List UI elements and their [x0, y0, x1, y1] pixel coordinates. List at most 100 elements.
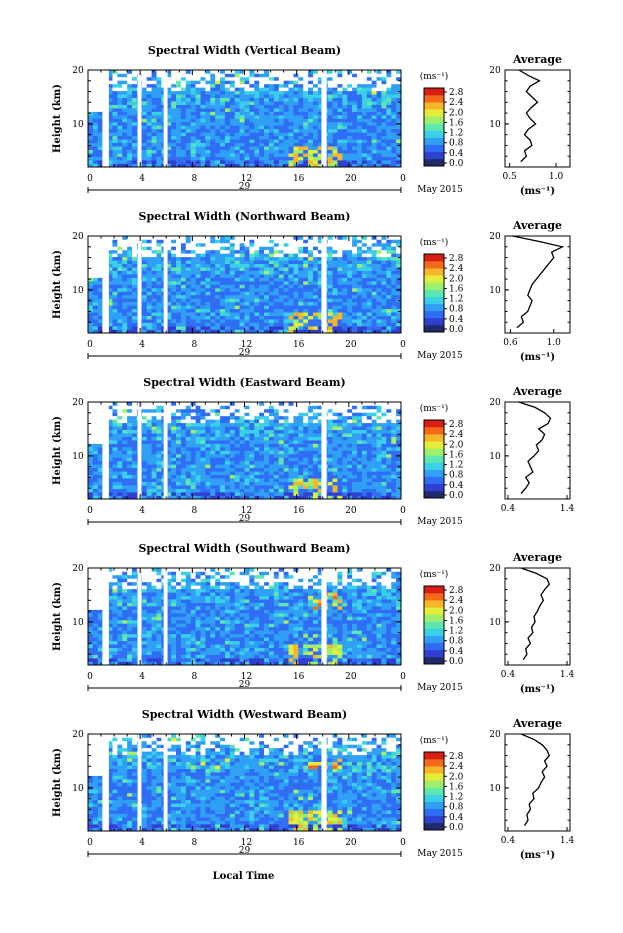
heatmap-cell — [98, 457, 103, 461]
heatmap-cell — [391, 440, 396, 444]
heatmap-cell — [93, 122, 98, 126]
heatmap-cell — [171, 236, 176, 240]
heatmap-cell — [171, 257, 176, 261]
heatmap-cell — [191, 305, 196, 309]
heatmap-cell — [313, 451, 318, 455]
heatmap-cell — [186, 447, 191, 451]
heatmap-cell — [240, 150, 245, 154]
heatmap-cell — [147, 91, 152, 95]
heatmap-cell — [293, 285, 298, 289]
heatmap-cell — [117, 260, 122, 264]
heatmap-cell — [328, 250, 333, 254]
heatmap-cell — [357, 101, 362, 105]
heatmap-cell — [298, 319, 303, 323]
heatmap-cell — [215, 278, 220, 282]
heatmap-cell — [240, 250, 245, 254]
heatmap-cell — [245, 302, 250, 306]
heatmap-cell — [88, 98, 93, 102]
heatmap-cell — [245, 444, 250, 448]
heatmap-cell — [245, 312, 250, 316]
heatmap-cell — [372, 73, 377, 77]
heatmap-cell — [122, 250, 127, 254]
heatmap-cell — [215, 489, 220, 493]
heatmap-cell — [152, 464, 157, 468]
heatmap-cell — [328, 239, 333, 243]
heatmap-cell — [328, 285, 333, 289]
heatmap-cell — [269, 285, 274, 289]
heatmap-cell — [171, 478, 176, 482]
heatmap-cell — [200, 239, 205, 243]
heatmap-cell — [337, 444, 342, 448]
heatmap-cell — [337, 122, 342, 126]
heatmap-cell — [186, 73, 191, 77]
heatmap-cell — [235, 122, 240, 126]
heatmap-cell — [122, 437, 127, 441]
heatmap-cell — [127, 271, 132, 275]
heatmap-cell — [220, 274, 225, 278]
heatmap-cell — [293, 236, 298, 240]
heatmap-cell — [367, 160, 372, 164]
heatmap-cell — [269, 454, 274, 458]
heatmap-cell — [196, 444, 201, 448]
heatmap-cell — [313, 143, 318, 147]
heatmap-cell — [249, 478, 254, 482]
heatmap-cell — [293, 319, 298, 323]
heatmap-cell — [279, 132, 284, 136]
heatmap-cell — [186, 444, 191, 448]
heatmap-cell — [122, 87, 127, 91]
panel-title: Spectral Width (Vertical Beam) — [148, 44, 341, 57]
heatmap-cell — [147, 312, 152, 316]
heatmap-cell — [279, 250, 284, 254]
heatmap-cell — [132, 457, 137, 461]
heatmap-cell — [147, 153, 152, 157]
heatmap-cell — [117, 136, 122, 140]
y-tick-label: 20 — [72, 232, 84, 242]
heatmap-cell — [342, 115, 347, 119]
heatmap-cell — [284, 153, 289, 157]
heatmap-cell — [308, 264, 313, 268]
heatmap-cell — [269, 101, 274, 105]
heatmap-cell — [225, 281, 230, 285]
heatmap-cell — [142, 132, 147, 136]
heatmap-cell — [98, 98, 103, 102]
heatmap-cell — [367, 319, 372, 323]
heatmap-cell — [274, 80, 279, 84]
heatmap-cell — [293, 122, 298, 126]
heatmap-cell — [386, 288, 391, 292]
heatmap-cell — [215, 444, 220, 448]
heatmap-cell — [313, 478, 318, 482]
heatmap-cell — [171, 451, 176, 455]
heatmap-cell — [88, 451, 93, 455]
heatmap-cell — [196, 475, 201, 479]
heatmap-cell — [254, 278, 259, 282]
heatmap-cell — [142, 309, 147, 313]
heatmap-cell — [88, 437, 93, 441]
heatmap-cell — [279, 489, 284, 493]
heatmap-cell — [245, 264, 250, 268]
heatmap-cell — [347, 478, 352, 482]
heatmap-cell — [171, 94, 176, 98]
heatmap-cell — [235, 326, 240, 330]
heatmap-cell — [391, 482, 396, 486]
heatmap-cell — [279, 471, 284, 475]
heatmap-cell — [220, 98, 225, 102]
heatmap-cell — [147, 281, 152, 285]
heatmap-cell — [220, 295, 225, 299]
heatmap-cell — [381, 312, 386, 316]
heatmap-cell — [112, 236, 117, 240]
heatmap-cell — [352, 471, 357, 475]
heatmap-cell — [372, 139, 377, 143]
heatmap-cell — [200, 464, 205, 468]
heatmap-cell — [264, 485, 269, 489]
heatmap-cell — [362, 454, 367, 458]
heatmap-cell — [171, 440, 176, 444]
heatmap-cell — [122, 461, 127, 465]
heatmap-cell — [293, 440, 298, 444]
heatmap-cell — [377, 302, 382, 306]
heatmap-cell — [200, 461, 205, 465]
heatmap-cell — [313, 246, 318, 250]
heatmap-cell — [220, 157, 225, 161]
heatmap-cell — [98, 257, 103, 261]
heatmap-cell — [205, 278, 210, 282]
heatmap-cell — [117, 115, 122, 119]
